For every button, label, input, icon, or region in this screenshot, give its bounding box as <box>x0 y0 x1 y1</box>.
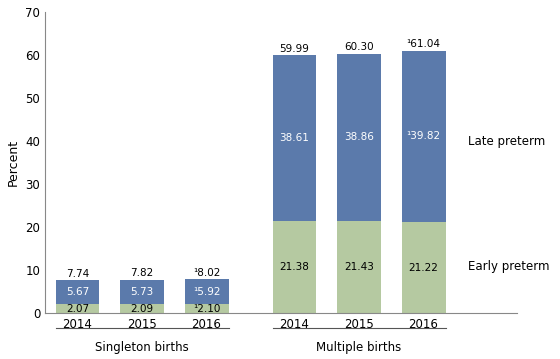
Bar <box>402 222 446 313</box>
Bar <box>337 221 381 313</box>
Bar <box>185 279 228 304</box>
Y-axis label: Percent: Percent <box>7 139 20 186</box>
Text: ¹61.04: ¹61.04 <box>407 39 441 49</box>
Bar <box>185 304 228 313</box>
Bar <box>55 280 100 304</box>
Text: 5.73: 5.73 <box>130 287 153 297</box>
Bar <box>273 55 316 221</box>
Text: ¹8.02: ¹8.02 <box>193 267 220 278</box>
Text: 38.61: 38.61 <box>279 133 310 143</box>
Text: 21.22: 21.22 <box>409 263 438 273</box>
Bar <box>337 54 381 221</box>
Text: ¹2.10: ¹2.10 <box>193 304 220 314</box>
Text: 38.86: 38.86 <box>344 132 374 143</box>
Bar <box>55 304 100 313</box>
Text: 7.74: 7.74 <box>66 269 89 279</box>
Text: 59.99: 59.99 <box>279 44 310 54</box>
Text: Multiple births: Multiple births <box>316 341 402 354</box>
Text: 5.67: 5.67 <box>66 287 89 297</box>
Bar <box>402 51 446 222</box>
Text: 7.82: 7.82 <box>130 269 153 279</box>
Bar <box>120 304 164 313</box>
Text: 2.07: 2.07 <box>66 304 89 314</box>
Text: 21.38: 21.38 <box>279 262 310 272</box>
Bar <box>273 221 316 313</box>
Text: 60.30: 60.30 <box>344 42 374 52</box>
Text: Singleton births: Singleton births <box>95 341 189 354</box>
Text: ¹39.82: ¹39.82 <box>407 131 441 141</box>
Text: Early preterm: Early preterm <box>468 260 549 272</box>
Text: 21.43: 21.43 <box>344 262 374 272</box>
Text: ¹5.92: ¹5.92 <box>193 286 220 297</box>
Bar <box>120 280 164 304</box>
Text: Late preterm: Late preterm <box>468 135 545 148</box>
Text: 2.09: 2.09 <box>130 304 153 314</box>
